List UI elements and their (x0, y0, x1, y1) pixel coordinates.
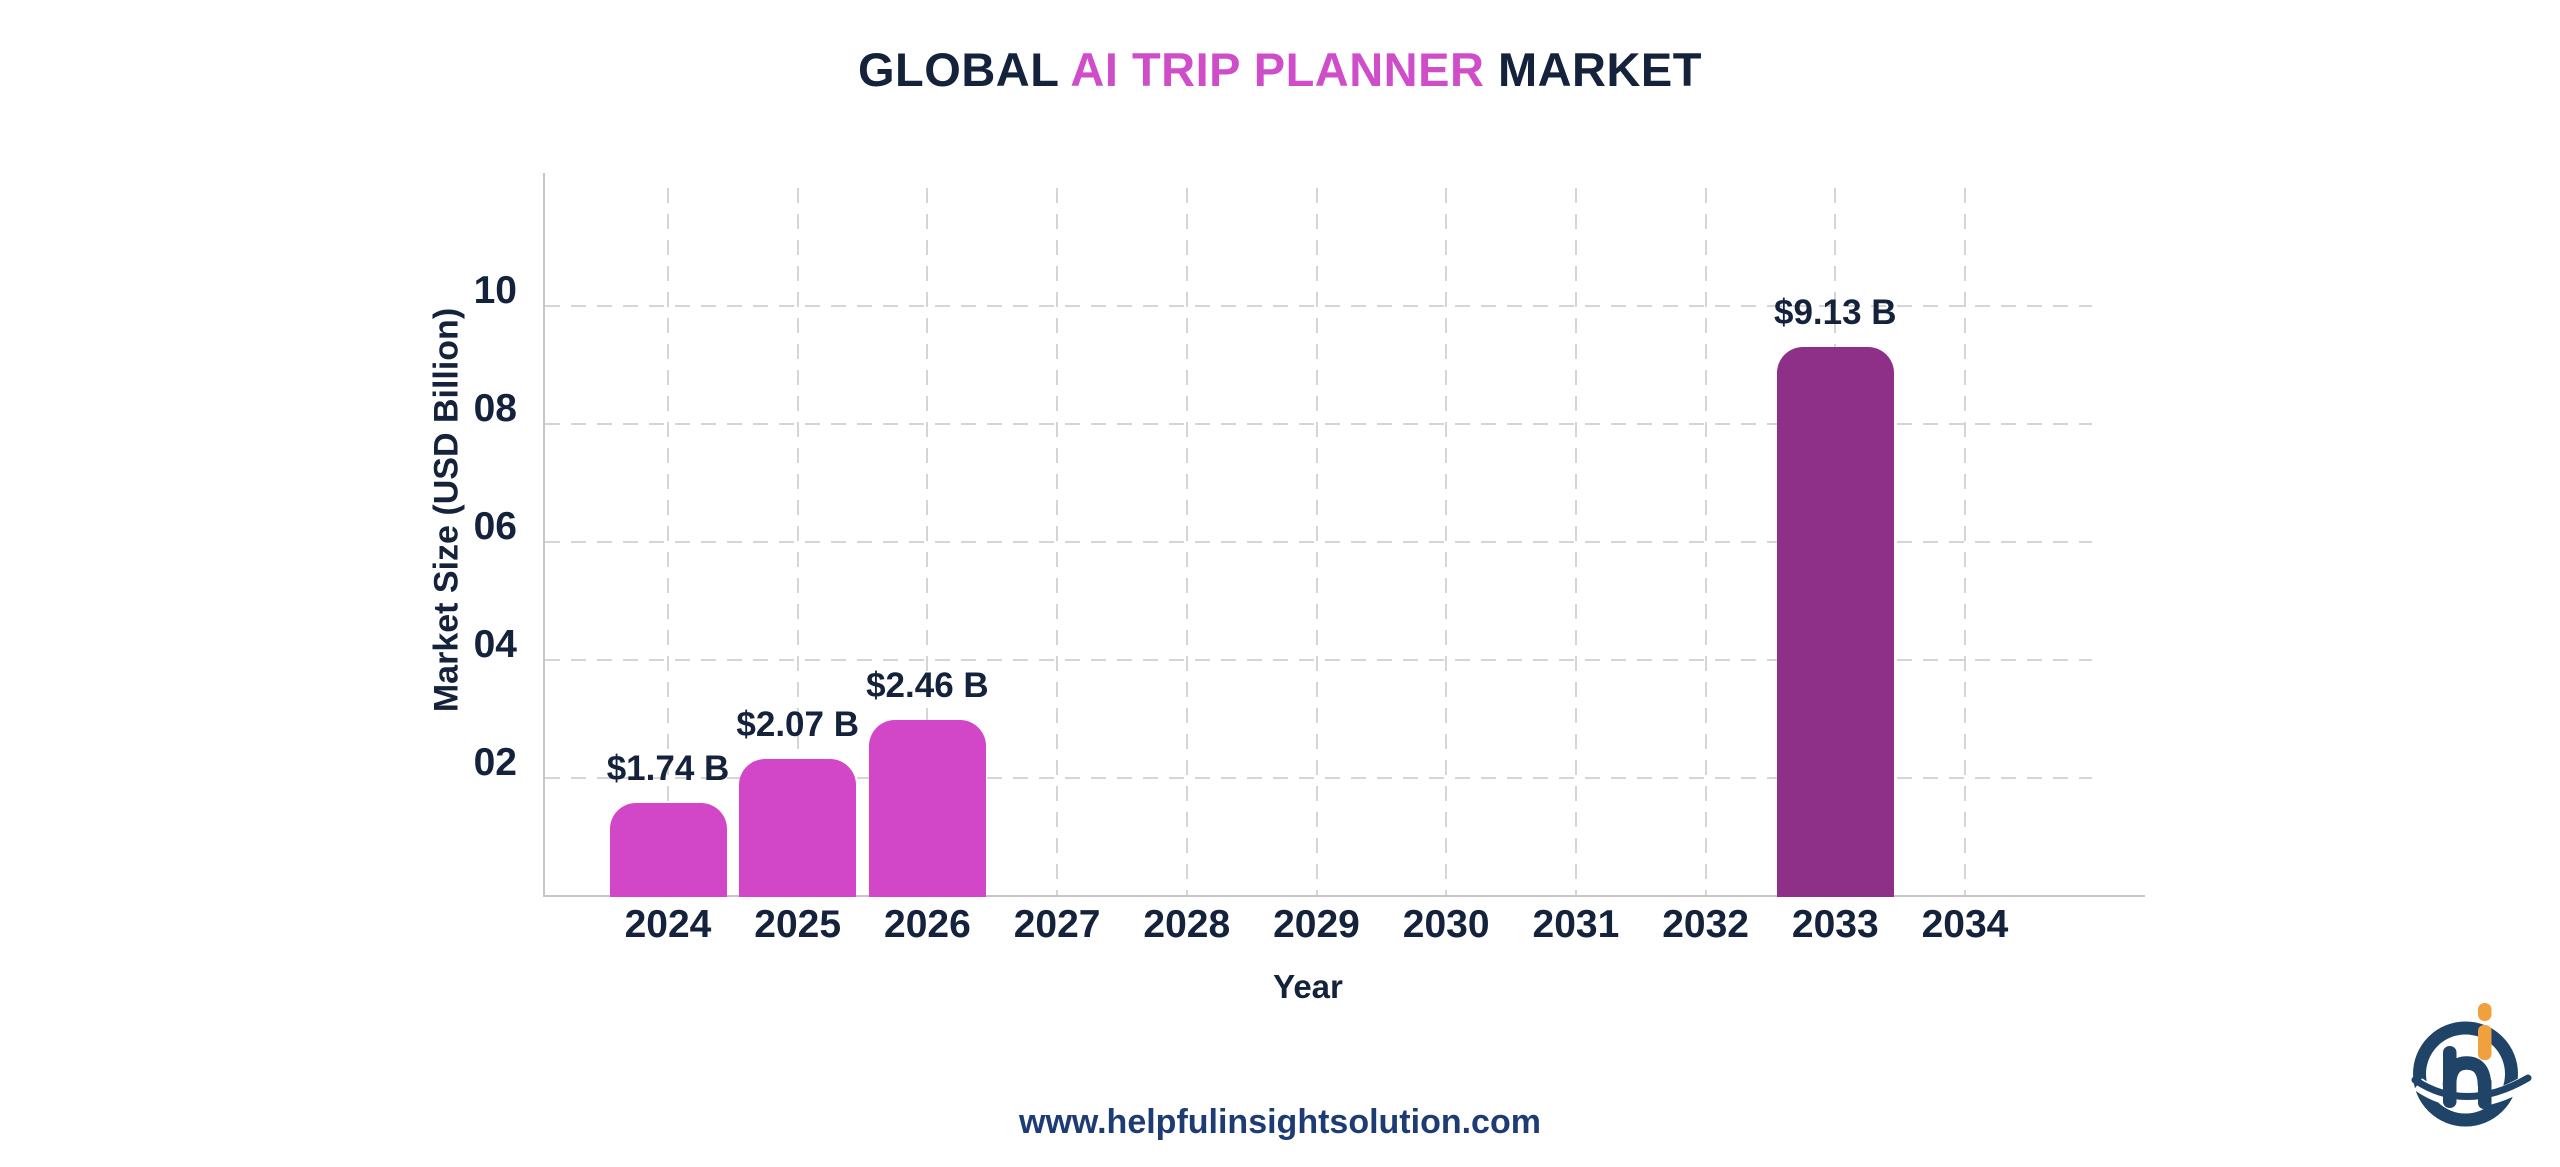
gridline-x-2027 (1056, 188, 1059, 896)
gridline-x-2034 (1964, 188, 1966, 896)
y-tick-label-10: 10 (473, 269, 517, 312)
x-axis-title: Year (1273, 968, 1343, 1005)
footer-url: www.helpfulinsightsolution.com (1019, 1103, 1541, 1141)
title-part-market: MARKET (1484, 43, 1702, 96)
bar-value-label-2033: $9.13 B (1774, 293, 1897, 332)
logo-i-dot (2478, 1003, 2492, 1021)
gridline-x-2032 (1704, 188, 1707, 896)
bar-2026 (868, 720, 986, 897)
x-tick-label-2028: 2028 (1143, 903, 1231, 946)
x-tick-label-2031: 2031 (1532, 903, 1620, 946)
chart-title: GLOBAL AI TRIP PLANNER MARKET (0, 42, 2560, 97)
title-part-global: GLOBAL (858, 43, 1071, 96)
gridline-y-06 (545, 541, 2092, 543)
gridline-x-2029 (1315, 188, 1318, 896)
x-axis-line (543, 895, 2145, 897)
bar-2024 (609, 803, 727, 897)
x-tick-label-2029: 2029 (1273, 903, 1360, 946)
gridline-x-2025 (796, 188, 799, 896)
gridline-y-04 (545, 659, 2092, 661)
y-tick-label-02: 02 (473, 741, 517, 784)
y-tick-label-06: 06 (473, 505, 517, 548)
x-tick-label-2025: 2025 (754, 903, 842, 946)
gridline-x-2030 (1445, 188, 1448, 896)
bar-value-label-2024: $1.74 B (606, 749, 730, 788)
x-tick-label-2032: 2032 (1662, 903, 1749, 946)
x-tick-label-2034: 2034 (1921, 903, 2009, 946)
y-axis-line (543, 173, 545, 896)
gridline-x-2028 (1185, 188, 1188, 896)
y-axis-title: Market Size (USD Billion) (427, 307, 466, 713)
x-tick-label-2027: 2027 (1013, 903, 1101, 946)
title-part-accent: AI TRIP PLANNER (1070, 43, 1485, 96)
logo-swoosh (2411, 1074, 2532, 1100)
logo-h-right-leg (2478, 1076, 2492, 1109)
y-tick-label-04: 04 (473, 623, 517, 666)
gridline-x-2024 (667, 188, 669, 896)
gridline-x-2031 (1574, 188, 1577, 896)
x-tick-label-2033: 2033 (1791, 903, 1879, 946)
gridline-y-02 (545, 777, 2092, 779)
x-tick-label-2030: 2030 (1402, 903, 1490, 946)
logo-i-stem (2478, 1025, 2492, 1060)
gridline-x-2026 (926, 188, 929, 896)
helpful-insight-logo (2411, 1003, 2532, 1127)
x-tick-label-2026: 2026 (884, 903, 971, 946)
gridline-y-08 (545, 423, 2092, 425)
logo-ring (2413, 1021, 2518, 1127)
gridline-y-10 (545, 305, 2092, 307)
bar-2033 (1776, 347, 1894, 897)
x-tick-label-2024: 2024 (624, 903, 712, 946)
bar-value-label-2026: $2.46 B (866, 666, 989, 705)
bar-value-label-2025: $2.07 B (736, 705, 859, 744)
bar-2025 (739, 759, 857, 897)
logo-h-arch (2442, 1056, 2492, 1087)
y-tick-label-08: 08 (473, 387, 517, 430)
